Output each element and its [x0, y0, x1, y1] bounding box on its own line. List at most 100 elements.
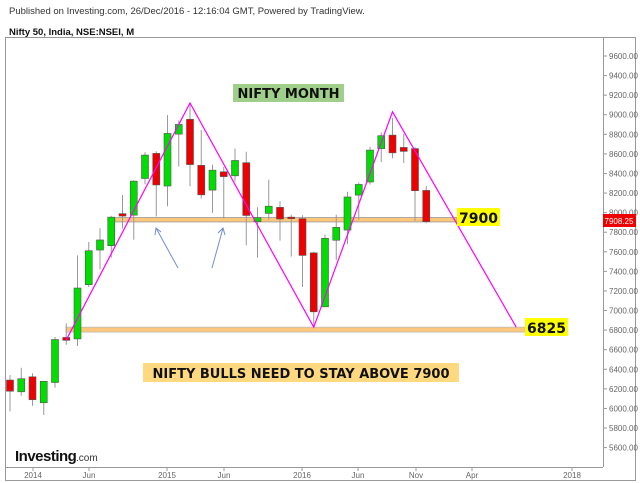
price-tick-label: 8600.00	[609, 150, 638, 159]
candle-body	[276, 207, 284, 220]
level-label-6825: 6825	[525, 318, 568, 337]
candle-2016-11	[411, 147, 419, 221]
price-tick-label: 6600.00	[609, 346, 638, 355]
candle-2015-01	[163, 115, 172, 207]
time-tick-label: 2014	[24, 471, 42, 480]
candle-body	[366, 149, 374, 183]
price-tick-label: 7600.00	[609, 248, 638, 257]
candle-body	[141, 154, 149, 179]
price-tick-label: 6800.00	[609, 326, 638, 335]
candle-2013-12	[17, 367, 26, 396]
candle-body	[39, 381, 48, 404]
price-tick-label: 7200.00	[609, 287, 638, 296]
candle-body	[399, 147, 408, 152]
price-tick-label: 7800.00	[609, 228, 638, 237]
candle-2015-10	[264, 179, 273, 220]
candle-body	[422, 190, 431, 222]
price-tick-label: 6000.00	[609, 404, 638, 413]
svg-text:.com: .com	[76, 453, 98, 464]
chart-frame	[5, 37, 636, 481]
level-label-7900: 7900	[457, 208, 500, 227]
candle-body	[129, 180, 138, 216]
candle-body	[231, 160, 239, 177]
candle-body	[264, 205, 273, 214]
investing-logo: Investing .com	[15, 448, 98, 465]
price-tick-label: 5600.00	[609, 444, 638, 453]
candle-body	[17, 378, 26, 393]
svg-text:Investing: Investing	[15, 448, 77, 465]
candle-body	[118, 213, 127, 217]
candle-body	[219, 171, 228, 177]
support-bands	[65, 217, 526, 333]
svg-text:6825: 6825	[527, 321, 566, 337]
svg-text:7900: 7900	[459, 211, 498, 227]
candle-body	[152, 153, 161, 186]
price-tick-label: 9400.00	[609, 72, 638, 81]
time-tick-label: Jun	[352, 471, 365, 480]
candle-2015-05	[208, 164, 217, 213]
symbol-title: Nifty 50, India, NSE:NSEI, M	[9, 27, 135, 38]
candle-body	[84, 250, 93, 285]
arrow-1	[154, 227, 179, 269]
candle-body	[411, 148, 419, 192]
candle-2016-06	[354, 182, 363, 220]
candle-body	[208, 169, 217, 191]
last-price-label: 7908.25	[603, 214, 636, 227]
price-tick-label: 6400.00	[609, 365, 638, 374]
candle-body	[107, 216, 116, 247]
candle-2015-06	[219, 166, 228, 219]
candle-2015-02	[174, 120, 183, 167]
candle-2014-09	[118, 195, 127, 229]
candle-2015-07	[231, 148, 239, 182]
candle-2014-11	[141, 152, 149, 185]
candle-body	[6, 379, 14, 392]
candle-2014-05	[73, 255, 82, 346]
chart-title: NIFTY MONTH	[237, 87, 339, 102]
candle-body	[197, 165, 206, 196]
candle-2016-04	[332, 214, 341, 260]
candle-body	[51, 339, 59, 383]
price-tick-label: 9600.00	[609, 52, 638, 61]
price-axis[interactable]: 5600.00 5800.00 6000.00 6200.00 6400.00 6600.…	[603, 52, 638, 453]
price-tick-label: 9200.00	[609, 91, 638, 100]
candle-2014-03	[51, 336, 59, 388]
candle-2016-09	[388, 117, 397, 159]
price-tick-label: 8200.00	[609, 189, 638, 198]
time-tick-label: 2016	[293, 471, 311, 480]
candle-2013-11	[6, 375, 14, 412]
price-tick-label: 5800.00	[609, 424, 638, 433]
zigzag-pattern-line	[65, 101, 517, 341]
candle-2014-08	[107, 215, 116, 258]
price-tick-label: 8800.00	[609, 130, 638, 139]
candle-2015-11	[276, 201, 284, 241]
candle-body	[388, 134, 397, 154]
candle-2015-12	[287, 214, 296, 257]
svg-text:7908.25: 7908.25	[605, 217, 634, 226]
candle-body	[354, 184, 363, 196]
time-tick-label: Jun	[83, 471, 96, 480]
price-tick-label: 7400.00	[609, 267, 638, 276]
candle-2014-07	[96, 228, 104, 270]
price-tick-label: 6200.00	[609, 385, 638, 394]
candle-2015-04	[197, 130, 206, 199]
candle-2014-01	[28, 373, 37, 406]
candle-body	[287, 216, 296, 219]
candle-body	[163, 133, 172, 187]
candle-2015-09	[253, 207, 262, 258]
candle-2016-01	[298, 215, 307, 287]
arrow-2	[211, 227, 226, 269]
candle-body	[73, 287, 82, 340]
candle-body	[298, 218, 307, 256]
time-tick-label: 2018	[563, 471, 581, 480]
candle-body	[96, 239, 104, 251]
price-tick-label: 8000.00	[609, 209, 638, 218]
candle-body	[28, 376, 37, 401]
candle-body	[242, 162, 251, 216]
candle-body	[332, 227, 341, 241]
candle-body	[186, 119, 194, 165]
candle-2014-02	[39, 380, 48, 415]
time-axis[interactable]: 2014 Jun 2015 Jun 2016 Jun Nov Apr 2018	[24, 467, 581, 480]
candle-2014-12	[152, 151, 161, 217]
candle-2016-02	[309, 251, 318, 328]
